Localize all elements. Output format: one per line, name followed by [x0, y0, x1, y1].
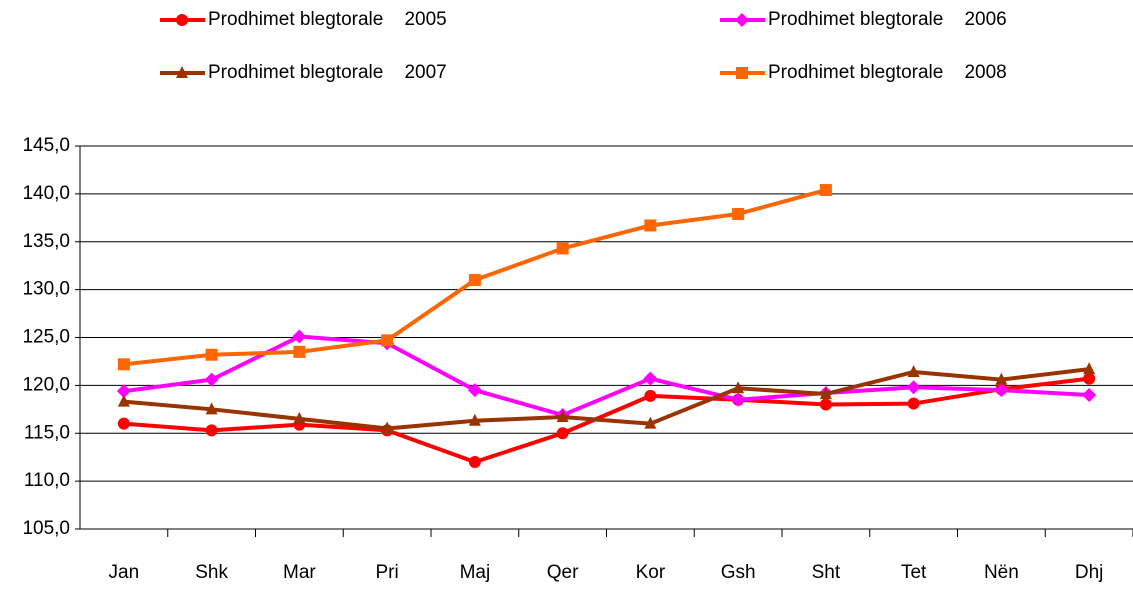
point [1083, 372, 1096, 385]
point [468, 413, 481, 426]
y-tick-label: 110,0 [24, 470, 70, 491]
point [293, 411, 306, 424]
point [644, 219, 657, 232]
x-tick-label: Jan [109, 562, 140, 583]
y-tick-label: 135,0 [22, 231, 70, 252]
point [819, 386, 832, 399]
y-tick-label: 130,0 [22, 279, 70, 300]
x-tick-label: Qer [547, 562, 579, 583]
point [292, 329, 307, 344]
point [293, 345, 306, 358]
point [907, 397, 920, 410]
series-line [123, 367, 1090, 431]
y-tick-label: 140,0 [22, 183, 70, 204]
x-tick-label: Kor [636, 562, 666, 583]
x-tick-label: Sht [812, 562, 841, 583]
point [732, 381, 745, 394]
point [732, 207, 745, 220]
point [994, 383, 1009, 398]
point [644, 389, 657, 402]
point [467, 383, 482, 398]
series-line [123, 376, 1090, 464]
y-tick-label: 125,0 [22, 327, 70, 348]
point [819, 398, 832, 411]
point [204, 372, 219, 387]
point [117, 417, 130, 430]
point [176, 14, 188, 26]
x-tick-label: Pri [376, 562, 399, 583]
point [117, 358, 130, 371]
series-line [123, 334, 1090, 418]
x-tick-label: Gsh [721, 562, 756, 583]
x-tick-label: Nën [984, 562, 1019, 583]
point [644, 416, 657, 429]
point [556, 242, 569, 255]
legend-label: Prodhimet blegtorale 2006 [768, 9, 1007, 30]
legend-label: Prodhimet blegtorale 2007 [208, 62, 447, 83]
point [556, 427, 569, 440]
legend-label: Prodhimet blegtorale 2008 [768, 62, 1007, 83]
point [176, 66, 188, 78]
point [1083, 362, 1096, 375]
point [556, 409, 569, 422]
point [468, 274, 481, 287]
point [116, 384, 131, 399]
y-tick-label: 120,0 [22, 374, 70, 395]
x-tick-label: Tet [901, 562, 927, 583]
point [736, 67, 748, 79]
point [643, 371, 658, 386]
x-tick-label: Mar [283, 562, 316, 583]
point [819, 184, 832, 197]
y-tick-label: 105,0 [22, 518, 70, 539]
point [381, 334, 394, 347]
point [1082, 387, 1097, 402]
point [205, 402, 218, 415]
point [906, 380, 921, 395]
x-tick-label: Maj [460, 562, 491, 583]
x-tick-label: Shk [195, 562, 228, 583]
point [381, 421, 394, 434]
point [468, 455, 481, 468]
point [735, 13, 749, 27]
point [117, 394, 130, 407]
point [907, 364, 920, 377]
y-tick-label: 115,0 [24, 422, 70, 443]
point [731, 392, 746, 407]
point [205, 424, 218, 437]
x-tick-label: Dhj [1075, 562, 1104, 583]
y-tick-label: 145,0 [22, 135, 70, 156]
point [995, 372, 1008, 385]
point [205, 348, 218, 361]
legend-label: Prodhimet blegtorale 2005 [208, 9, 447, 30]
